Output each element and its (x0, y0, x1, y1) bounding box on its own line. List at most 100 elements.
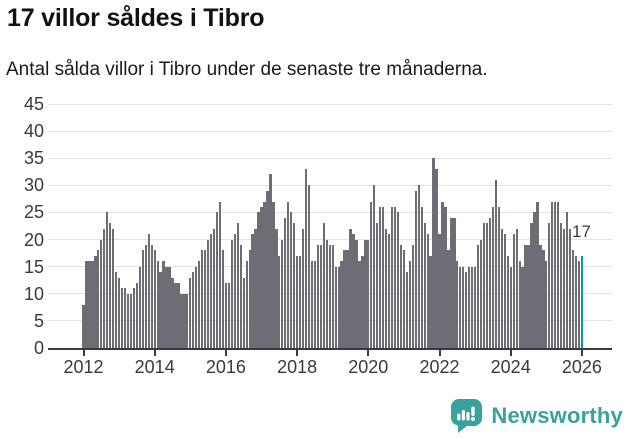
bar (180, 293, 183, 348)
bar (162, 261, 165, 348)
bar (313, 261, 317, 348)
bar (337, 266, 340, 348)
bar (494, 179, 498, 348)
y-tick-label: 30 (23, 175, 44, 196)
bar (468, 266, 471, 348)
bar (230, 239, 233, 348)
bar (352, 234, 355, 348)
bar (192, 272, 195, 348)
x-tick (82, 350, 85, 356)
bar (224, 282, 228, 348)
gridline (48, 103, 612, 105)
bar (367, 239, 370, 348)
bar (301, 228, 305, 348)
bar (298, 255, 302, 348)
bar (281, 239, 284, 348)
x-tick (224, 350, 227, 356)
bar (263, 201, 266, 348)
bar (239, 244, 242, 348)
bar (459, 266, 462, 348)
bar (204, 250, 207, 348)
bar (147, 234, 150, 348)
bar (530, 223, 533, 348)
bar (287, 201, 290, 348)
bar (266, 190, 269, 348)
bar (476, 244, 480, 348)
bar (524, 244, 527, 348)
bar (346, 250, 349, 348)
bar (376, 223, 379, 348)
bar (123, 288, 127, 348)
x-tick (509, 350, 512, 356)
bar (293, 223, 296, 348)
bar (536, 201, 539, 348)
bar (221, 250, 225, 348)
newsworthy-logo-icon (451, 399, 483, 433)
bar (91, 261, 94, 348)
bar (370, 201, 373, 348)
brand-footer: Newsworthy (451, 399, 623, 433)
x-tick-label: 2012 (63, 357, 104, 377)
bar (435, 169, 438, 348)
bar (382, 207, 385, 348)
bar (361, 255, 364, 348)
bar (399, 244, 403, 348)
bar (551, 201, 554, 348)
bar (402, 250, 406, 348)
bar (132, 288, 136, 348)
bar (85, 261, 88, 348)
bar (364, 239, 367, 348)
bar (471, 266, 474, 348)
bar (307, 185, 311, 348)
bar (426, 234, 429, 348)
bar (465, 272, 468, 348)
bar (168, 266, 171, 348)
x-tick (367, 350, 370, 356)
y-tick-label: 15 (23, 256, 44, 277)
bar (278, 255, 281, 348)
bar (497, 207, 501, 348)
y-tick-label: 5 (33, 310, 44, 331)
bar (242, 277, 245, 348)
bar (275, 228, 278, 348)
gridline (48, 130, 612, 132)
gridline (48, 211, 612, 213)
bar (272, 201, 275, 348)
bar (198, 261, 201, 348)
bar (209, 234, 213, 348)
bar (295, 255, 299, 348)
gridline (48, 184, 612, 186)
bar (503, 234, 506, 348)
bar (260, 207, 263, 348)
gridline (48, 157, 612, 159)
bar (438, 234, 441, 348)
bar (429, 255, 432, 348)
bar (138, 266, 142, 348)
bar (159, 272, 162, 348)
bar (212, 228, 216, 348)
bar (515, 228, 518, 348)
bar (423, 223, 426, 348)
chart-subtitle: Antal sålda villor i Tibro under de sena… (6, 59, 488, 80)
bar (177, 282, 180, 348)
x-tick (153, 350, 156, 356)
bar (488, 217, 492, 348)
x-tick-label: 2014 (134, 357, 175, 377)
bar (109, 223, 112, 348)
bar (485, 223, 489, 348)
bar (539, 244, 542, 348)
bar (349, 228, 352, 348)
bar (88, 261, 91, 348)
bar (322, 223, 325, 348)
bar (144, 244, 147, 348)
bar (106, 212, 109, 348)
bar (565, 212, 569, 348)
bar (165, 266, 168, 348)
x-tick (580, 350, 583, 356)
x-tick-label: 2020 (348, 357, 389, 377)
bar (560, 223, 563, 348)
bar (447, 250, 450, 348)
bar (126, 293, 130, 348)
bar (236, 223, 239, 348)
bar (189, 277, 192, 348)
